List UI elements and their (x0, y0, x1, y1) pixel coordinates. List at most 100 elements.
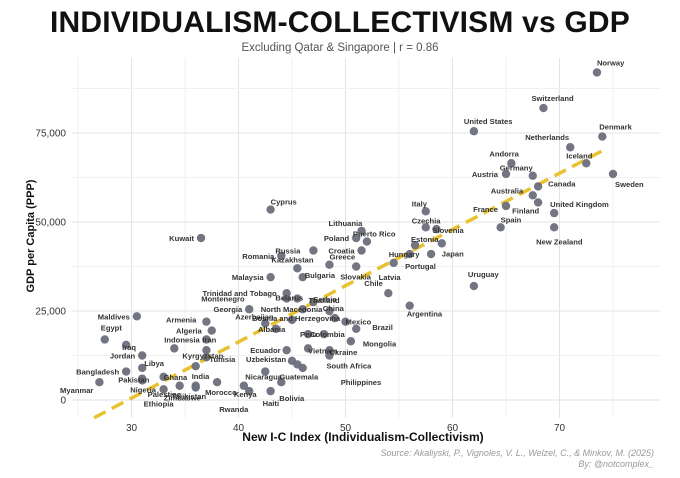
data-point (282, 289, 291, 298)
point-label: France (473, 205, 498, 214)
point-labels: Norway Switzerland United States Denmark Net… (60, 58, 644, 414)
data-point (266, 272, 275, 282)
y-axis-ticks: 0 25,000 50,000 75,000 (35, 129, 66, 407)
point-label: Armenia (166, 316, 197, 325)
point-label: Portugal (405, 262, 436, 271)
point-label: Slovakia (340, 273, 372, 282)
data-point (426, 249, 436, 259)
point-label: Ukraine (329, 348, 357, 357)
point-label: Puerto Rico (353, 230, 396, 239)
point-label: Hungary (389, 250, 421, 259)
point-label: Kenya (234, 390, 258, 399)
point-label: Rwanda (219, 405, 249, 414)
data-point (330, 313, 339, 323)
data-point (245, 386, 254, 396)
data-point (309, 297, 318, 307)
data-point (245, 305, 254, 314)
data-point (95, 378, 104, 387)
data-point (352, 324, 361, 333)
point-label: Brazil (372, 323, 393, 332)
point-label: Uzbekistan (246, 355, 286, 364)
point-label: Maldives (98, 312, 130, 321)
point-label: Guatemala (279, 372, 319, 381)
x-axis-ticks: 30 40 50 60 70 (126, 423, 566, 434)
point-label: Ecuador (250, 346, 280, 355)
point-label: China (323, 304, 345, 313)
point-label: Vietnam (308, 346, 338, 355)
data-point (469, 281, 479, 291)
point-label: Latvia (379, 273, 402, 282)
data-point (159, 372, 168, 382)
data-point (202, 335, 211, 344)
data-point (202, 345, 211, 355)
data-point (432, 224, 441, 234)
point-label: Philippines (341, 378, 382, 387)
point-label: Nigeria (130, 386, 157, 395)
point-label: Pakistan (118, 375, 150, 384)
data-point (549, 208, 559, 218)
point-label: Greece (329, 253, 355, 262)
data-point (191, 361, 200, 371)
data-point (592, 68, 602, 77)
data-point (170, 344, 179, 353)
data-point (389, 258, 398, 268)
trend-line (93, 149, 604, 420)
data-point (528, 191, 537, 200)
point-label: United Kingdom (550, 200, 609, 209)
point-label: North Macedonia (261, 305, 323, 314)
data-point (266, 386, 275, 396)
source-caption: Source: Akaliyski, P., Vignoles, V. L., … (380, 448, 654, 458)
point-label: Bangladesh (76, 368, 119, 377)
data-point (202, 317, 211, 326)
data-point (298, 363, 307, 373)
point-label: Azerbaijan (235, 312, 274, 321)
point-label: Iran (202, 335, 216, 344)
data-point (282, 345, 291, 355)
point-label: Georgia (213, 305, 242, 314)
point-label: Trinidad and Tobago (203, 289, 277, 298)
data-point (212, 378, 222, 387)
x-tick-label: 50 (340, 423, 352, 434)
data-point (549, 223, 559, 232)
data-point (469, 127, 479, 136)
y-tick-label: 25,000 (35, 307, 66, 318)
data-point (298, 272, 307, 282)
x-tick-label: 70 (554, 423, 566, 434)
data-point (138, 363, 147, 373)
data-point (566, 143, 575, 152)
point-label: Lithuania (329, 219, 364, 228)
data-point (303, 329, 313, 339)
point-label: Japan (442, 249, 464, 258)
point-label: Denmark (599, 123, 632, 132)
point-label: Iraq (122, 343, 136, 352)
point-label: Finland (512, 206, 539, 215)
trend-line-group (93, 149, 604, 420)
data-point (271, 324, 281, 333)
data-point (303, 344, 313, 353)
point-label: Haiti (263, 399, 279, 408)
point-label: Bosnia and Herzegovina (252, 314, 341, 323)
data-point (159, 385, 168, 394)
point-label: Estonia (411, 235, 439, 244)
point-label: Libya (144, 359, 165, 368)
point-label: Cyprus (271, 198, 297, 207)
point-label: New Zealand (536, 237, 583, 246)
point-label: Kuwait (169, 234, 194, 243)
data-point (132, 312, 142, 321)
data-point (352, 262, 361, 271)
point-label: Algeria (176, 327, 203, 336)
chart-title: INDIVIDUALISM-COLLECTIVISM vs GDP (50, 6, 630, 39)
point-label: Peru (300, 330, 317, 339)
data-point (539, 103, 548, 113)
data-point (507, 159, 516, 168)
point-label: Montenegro (201, 295, 245, 304)
point-label: Indonesia (164, 335, 200, 344)
point-label: Bolivia (279, 394, 305, 403)
data-point (207, 326, 216, 335)
data-point (277, 251, 286, 261)
point-label: Myanmar (60, 386, 93, 395)
y-tick-label: 0 (60, 396, 66, 407)
point-label: Norway (597, 58, 625, 67)
data-point (533, 198, 543, 207)
data-point (325, 260, 334, 269)
